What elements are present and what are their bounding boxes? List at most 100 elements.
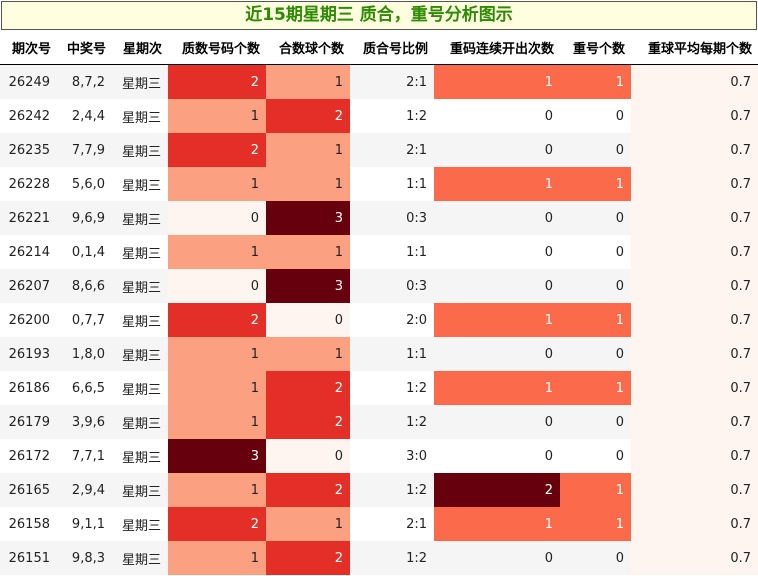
- table-row: 26151 9,8,3 星期三 1 2 1:2 0 0 0.7: [0, 541, 758, 575]
- cell-composite: 3: [266, 201, 350, 235]
- cell-issue: 26242: [0, 99, 57, 133]
- cell-weekday: 星期三: [112, 405, 168, 439]
- col-header-weekday: 星期次: [112, 30, 168, 65]
- cell-repeat-streak: 1: [434, 167, 560, 201]
- table-body: 26249 8,7,2 星期三 2 1 2:1 1 1 0.7 26242 2,4,4 星期三 1 2 1:…: [0, 64, 758, 575]
- table-row: 26179 3,9,6 星期三 1 2 1:2 0 0 0.7: [0, 405, 758, 439]
- cell-repeat-streak: 1: [434, 64, 560, 99]
- cell-numbers: 8,7,2: [57, 64, 112, 99]
- cell-repeat-count: 0: [560, 99, 631, 133]
- col-header-numbers: 中奖号: [57, 30, 112, 65]
- table-row: 26214 0,1,4 星期三 1 1 1:1 0 0 0.7: [0, 235, 758, 269]
- cell-ratio: 1:1: [350, 337, 434, 371]
- cell-composite: 1: [266, 235, 350, 269]
- table-row: 26249 8,7,2 星期三 2 1 2:1 1 1 0.7: [0, 64, 758, 99]
- cell-avg: 0.7: [631, 64, 758, 99]
- cell-prime: 1: [168, 167, 266, 201]
- cell-issue: 26207: [0, 269, 57, 303]
- cell-numbers: 9,6,9: [57, 201, 112, 235]
- cell-ratio: 3:0: [350, 439, 434, 473]
- cell-numbers: 9,8,3: [57, 541, 112, 575]
- cell-issue: 26235: [0, 133, 57, 167]
- cell-ratio: 2:1: [350, 64, 434, 99]
- table-row: 26242 2,4,4 星期三 1 2 1:2 0 0 0.7: [0, 99, 758, 133]
- cell-prime: 1: [168, 235, 266, 269]
- table-row: 26193 1,8,0 星期三 1 1 1:1 0 0 0.7: [0, 337, 758, 371]
- cell-issue: 26172: [0, 439, 57, 473]
- cell-repeat-streak: 0: [434, 201, 560, 235]
- cell-repeat-count: 1: [560, 64, 631, 99]
- cell-numbers: 2,4,4: [57, 99, 112, 133]
- cell-weekday: 星期三: [112, 507, 168, 541]
- cell-weekday: 星期三: [112, 473, 168, 507]
- cell-numbers: 3,9,6: [57, 405, 112, 439]
- cell-avg: 0.7: [631, 133, 758, 167]
- cell-repeat-streak: 2: [434, 473, 560, 507]
- cell-numbers: 9,1,1: [57, 507, 112, 541]
- cell-repeat-count: 1: [560, 371, 631, 405]
- cell-numbers: 7,7,1: [57, 439, 112, 473]
- cell-ratio: 0:3: [350, 201, 434, 235]
- cell-repeat-count: 0: [560, 269, 631, 303]
- cell-repeat-count: 1: [560, 507, 631, 541]
- cell-avg: 0.7: [631, 235, 758, 269]
- cell-weekday: 星期三: [112, 201, 168, 235]
- cell-numbers: 2,9,4: [57, 473, 112, 507]
- col-header-repeat-streak: 重码连续开出次数: [434, 30, 560, 65]
- cell-composite: 2: [266, 405, 350, 439]
- cell-issue: 26214: [0, 235, 57, 269]
- table-row: 26186 6,6,5 星期三 1 2 1:2 1 1 0.7: [0, 371, 758, 405]
- cell-avg: 0.7: [631, 99, 758, 133]
- cell-avg: 0.7: [631, 371, 758, 405]
- table-row: 26235 7,7,9 星期三 2 1 2:1 0 0 0.7: [0, 133, 758, 167]
- cell-repeat-streak: 0: [434, 235, 560, 269]
- cell-repeat-streak: 0: [434, 133, 560, 167]
- cell-composite: 1: [266, 64, 350, 99]
- cell-composite: 2: [266, 541, 350, 575]
- header-row: 期次号 中奖号 星期次 质数号码个数 合数球个数 质合号比例 重码连续开出次数 …: [0, 30, 758, 65]
- cell-composite: 1: [266, 133, 350, 167]
- cell-issue: 26158: [0, 507, 57, 541]
- table-row: 26172 7,7,1 星期三 3 0 3:0 0 0 0.7: [0, 439, 758, 473]
- cell-issue: 26151: [0, 541, 57, 575]
- cell-repeat-streak: 0: [434, 439, 560, 473]
- cell-composite: 3: [266, 269, 350, 303]
- cell-avg: 0.7: [631, 439, 758, 473]
- cell-weekday: 星期三: [112, 269, 168, 303]
- cell-numbers: 5,6,0: [57, 167, 112, 201]
- cell-numbers: 0,1,4: [57, 235, 112, 269]
- cell-weekday: 星期三: [112, 439, 168, 473]
- col-header-avg: 重球平均每期个数: [631, 30, 758, 65]
- cell-ratio: 1:1: [350, 235, 434, 269]
- cell-issue: 26193: [0, 337, 57, 371]
- cell-issue: 26228: [0, 167, 57, 201]
- cell-prime: 1: [168, 337, 266, 371]
- cell-avg: 0.7: [631, 269, 758, 303]
- col-header-repeat-count: 重号个数: [560, 30, 631, 65]
- cell-composite: 2: [266, 371, 350, 405]
- cell-prime: 3: [168, 439, 266, 473]
- cell-composite: 2: [266, 473, 350, 507]
- cell-weekday: 星期三: [112, 371, 168, 405]
- cell-ratio: 1:2: [350, 99, 434, 133]
- cell-avg: 0.7: [631, 507, 758, 541]
- cell-repeat-count: 1: [560, 303, 631, 337]
- cell-repeat-streak: 0: [434, 541, 560, 575]
- cell-weekday: 星期三: [112, 303, 168, 337]
- cell-prime: 0: [168, 201, 266, 235]
- cell-weekday: 星期三: [112, 133, 168, 167]
- cell-repeat-count: 0: [560, 133, 631, 167]
- cell-repeat-count: 0: [560, 235, 631, 269]
- table-row: 26221 9,6,9 星期三 0 3 0:3 0 0 0.7: [0, 201, 758, 235]
- table-row: 26158 9,1,1 星期三 2 1 2:1 1 1 0.7: [0, 507, 758, 541]
- cell-avg: 0.7: [631, 337, 758, 371]
- col-header-ratio: 质合号比例: [350, 30, 434, 65]
- cell-repeat-count: 0: [560, 405, 631, 439]
- cell-prime: 2: [168, 133, 266, 167]
- cell-weekday: 星期三: [112, 541, 168, 575]
- cell-numbers: 8,6,6: [57, 269, 112, 303]
- cell-avg: 0.7: [631, 473, 758, 507]
- cell-prime: 2: [168, 507, 266, 541]
- cell-prime: 2: [168, 303, 266, 337]
- cell-repeat-streak: 1: [434, 303, 560, 337]
